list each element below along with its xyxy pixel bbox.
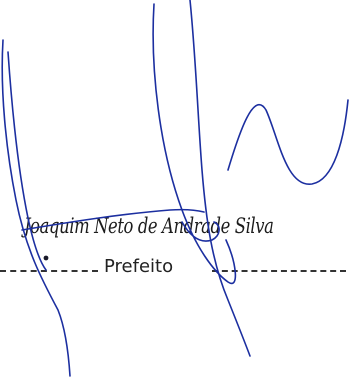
signature-stroke-loop-inner: [152, 3, 237, 285]
signature-line-right: [212, 270, 346, 272]
signer-title: Prefeito: [104, 256, 174, 277]
signature-dot: [43, 255, 49, 261]
signer-name: Joaquim Neto de Andrade Silva: [24, 214, 274, 238]
signature-stroke-left: [1, 39, 71, 377]
signature-stroke-left-inner: [7, 51, 47, 271]
signature-stroke-cross: [21, 208, 205, 231]
signature-line-left: [0, 270, 98, 272]
signature-stroke-wave: [227, 99, 349, 185]
signature-stroke-loop-outer: [189, 0, 251, 357]
signature-stroke-hook: [181, 221, 220, 242]
